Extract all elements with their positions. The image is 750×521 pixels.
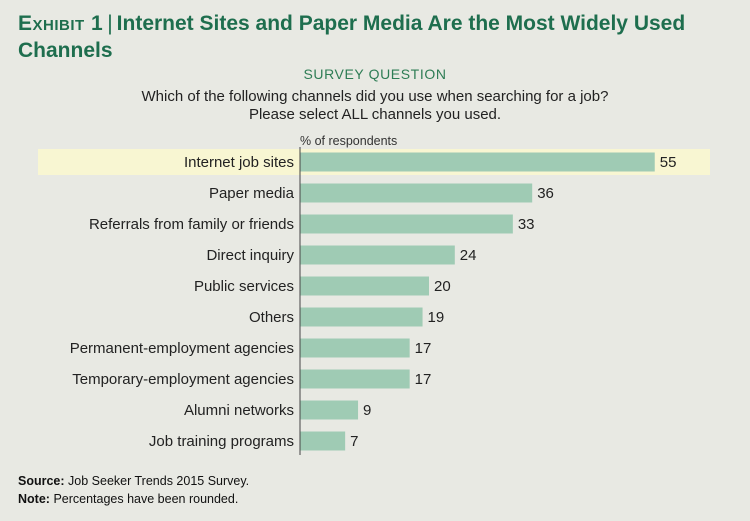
note-label: Note: (18, 492, 50, 506)
category-label: Referrals from family or friends (89, 216, 294, 233)
bar (300, 183, 533, 203)
question-line-1: Which of the following channels did you … (141, 88, 609, 105)
data-label: 7 (350, 433, 358, 450)
bar (300, 338, 410, 358)
category-label: Internet job sites (184, 154, 294, 171)
data-label: 36 (537, 185, 554, 202)
axis-unit-label: % of respondents (300, 134, 398, 148)
category-label: Others (249, 309, 294, 326)
note-line: Note: Percentages have been rounded. (18, 490, 249, 508)
survey-question-label: SURVEY QUESTION (303, 66, 447, 82)
footer: Source: Job Seeker Trends 2015 Survey. N… (18, 472, 249, 508)
category-label: Temporary-employment agencies (72, 371, 294, 388)
category-label: Direct inquiry (206, 247, 294, 264)
data-label: 55 (660, 154, 677, 171)
data-label: 17 (415, 371, 432, 388)
chart-title: Exhibit 1 | Internet Sites and Paper Media… (18, 10, 738, 64)
question-line-2: Please select ALL channels you used. (248, 106, 502, 123)
category-label: Public services (194, 278, 294, 295)
category-label: Job training programs (149, 433, 294, 450)
data-label: 9 (363, 402, 371, 419)
title-text: Internet Sites and Paper Media Are the M… (18, 12, 686, 62)
bar (300, 400, 359, 420)
data-label: 24 (460, 247, 477, 264)
title-separator: | (107, 12, 113, 35)
bar (300, 245, 455, 265)
bar (300, 307, 423, 327)
source-label: Source: (18, 474, 65, 488)
note-text: Percentages have been rounded. (53, 492, 239, 506)
source-text: Job Seeker Trends 2015 Survey. (68, 474, 250, 488)
survey-question: Which of the following channels did you … (0, 88, 750, 124)
category-label: Permanent-employment agencies (70, 340, 294, 357)
data-label: 17 (415, 340, 432, 357)
data-label: 33 (518, 216, 535, 233)
bar (300, 276, 429, 296)
bar (300, 214, 513, 234)
data-label: 20 (434, 278, 451, 295)
bar (300, 369, 410, 389)
bar (300, 152, 655, 172)
bar (300, 431, 346, 451)
exhibit-label: Exhibit 1 (18, 12, 104, 35)
data-label: 19 (428, 309, 445, 326)
category-label: Paper media (209, 185, 295, 202)
source-line: Source: Job Seeker Trends 2015 Survey. (18, 472, 249, 490)
category-label: Alumni networks (184, 402, 294, 419)
